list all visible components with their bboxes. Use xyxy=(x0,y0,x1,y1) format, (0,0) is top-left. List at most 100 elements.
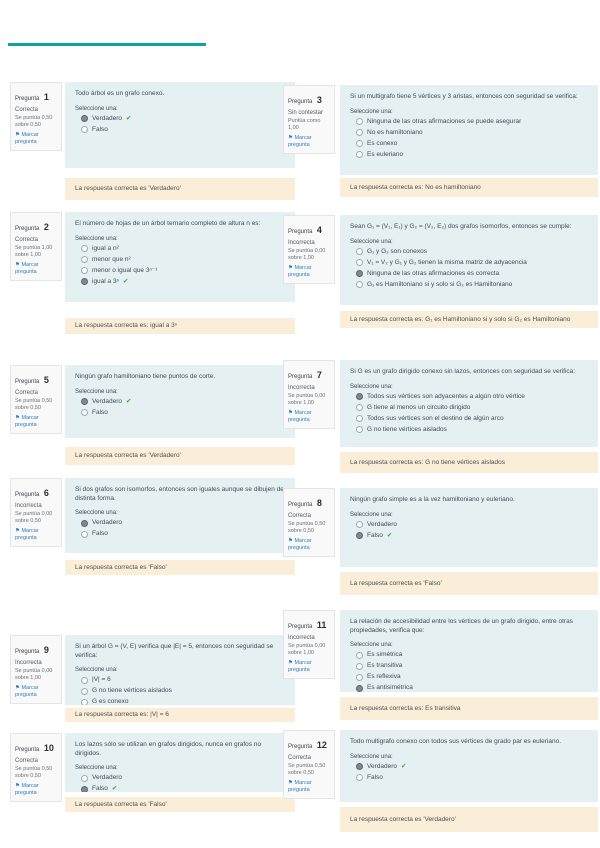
answer-option[interactable]: Falso ✔ xyxy=(356,532,588,540)
option-radio[interactable] xyxy=(81,267,88,274)
option-radio[interactable] xyxy=(81,519,88,527)
options-list: Es simétrica Es transitiva Es reflexiva Es … xyxy=(350,651,588,692)
answer-option[interactable]: G es conexo xyxy=(81,698,285,705)
mark-question-link[interactable]: ⚑ Marcar pregunta xyxy=(288,780,330,794)
answer-option[interactable]: Falso xyxy=(81,530,285,538)
answer-option[interactable]: G₁ y G₂ son conexos xyxy=(356,248,588,256)
answer-option[interactable]: Falso xyxy=(81,409,285,417)
option-radio[interactable] xyxy=(81,409,88,416)
question-text: Todo multigrafo conexo con todos sus vér… xyxy=(350,738,562,745)
question-grade: Se puntúa 0,50 sobre 0,50 xyxy=(288,521,326,534)
question-feedback: La respuesta correcta es 'Falso' xyxy=(340,572,598,595)
option-radio[interactable] xyxy=(81,698,88,705)
answer-option[interactable]: Verdadero ✔ xyxy=(81,398,285,406)
answer-option[interactable]: G tiene al menos un circuito dirigido xyxy=(356,404,588,412)
option-radio[interactable] xyxy=(356,129,363,136)
option-radio[interactable] xyxy=(81,126,88,133)
answer-option[interactable]: Verdadero ✔ xyxy=(356,763,588,771)
option-radio[interactable] xyxy=(356,140,363,147)
option-radio[interactable] xyxy=(81,245,88,252)
answer-option[interactable]: V₁ = V₂ y G₁ y G₂ tienen la misma matriz… xyxy=(356,259,588,267)
answer-option[interactable]: Es euleriano xyxy=(356,151,588,159)
option-radio[interactable] xyxy=(81,687,88,695)
mark-question-link[interactable]: ⚑ Marcar pregunta xyxy=(15,262,57,276)
question-text: Sean G₁ = (V₁, E₁) y G₂ = (V₂, E₂) dos g… xyxy=(350,223,572,230)
option-radio[interactable] xyxy=(81,785,88,792)
answer-option[interactable]: Falso xyxy=(81,126,285,134)
answer-option[interactable]: Falso ✔ xyxy=(81,785,285,792)
mark-question-link[interactable]: ⚑ Marcar pregunta xyxy=(288,135,330,149)
answer-option[interactable]: menor que n² xyxy=(81,256,285,264)
option-radio[interactable] xyxy=(356,774,363,781)
option-radio[interactable] xyxy=(81,774,88,782)
answer-option[interactable]: Ninguna de las otras afirmaciones se pue… xyxy=(356,118,588,126)
answer-option[interactable]: Es antisimétrica xyxy=(356,684,588,692)
option-radio[interactable] xyxy=(356,151,363,158)
mark-question-link[interactable]: ⚑ Marcar pregunta xyxy=(15,132,57,146)
correct-check-icon: ✔ xyxy=(111,785,118,792)
option-radio[interactable] xyxy=(356,393,363,400)
option-radio[interactable] xyxy=(356,404,363,411)
mark-question-link[interactable]: ⚑ Marcar pregunta xyxy=(288,410,330,424)
option-radio[interactable] xyxy=(81,115,88,122)
option-radio[interactable] xyxy=(356,532,363,539)
answer-option[interactable]: No es hamiltoniano xyxy=(356,129,588,137)
answer-option[interactable]: Falso xyxy=(356,774,588,782)
answer-option[interactable]: igual a 3ⁿ ✔ xyxy=(81,278,285,286)
answer-option[interactable]: G₁ es Hamiltoniano si y solo si G₂ es Ha… xyxy=(356,281,588,289)
answer-option[interactable]: Verdadero xyxy=(81,774,285,782)
mark-question-link[interactable]: ⚑ Marcar pregunta xyxy=(15,783,57,797)
option-radio[interactable] xyxy=(356,281,363,288)
mark-question-link[interactable]: ⚑ Marcar pregunta xyxy=(15,528,57,542)
option-radio[interactable] xyxy=(356,248,363,255)
answer-option[interactable]: Todos sus vértices son adyacentes a algú… xyxy=(356,393,588,401)
answer-option[interactable]: Es simétrica xyxy=(356,651,588,659)
mark-question-link[interactable]: ⚑ Marcar pregunta xyxy=(15,685,57,699)
options-list: Ninguna de las otras afirmaciones se pue… xyxy=(350,118,588,159)
option-radio[interactable] xyxy=(356,673,363,681)
question-feedback: La respuesta correcta es: G no tiene vér… xyxy=(340,452,598,473)
answer-option[interactable]: G no tiene vértices aislados xyxy=(81,687,285,695)
answer-option[interactable]: Verdadero xyxy=(356,521,588,529)
answer-option[interactable]: G no tiene vértices aislados xyxy=(356,426,588,434)
option-radio[interactable] xyxy=(356,521,363,528)
option-radio[interactable] xyxy=(81,530,88,538)
answer-option[interactable]: menor o igual que 3ⁿ⁻¹ xyxy=(81,267,285,275)
answer-prompt: Seleccione una: xyxy=(350,753,393,760)
option-radio[interactable] xyxy=(356,651,363,659)
option-radio[interactable] xyxy=(356,426,363,433)
answer-option[interactable]: igual a n² xyxy=(81,245,285,253)
answer-option[interactable]: Es conexo xyxy=(356,140,588,148)
flag-icon: ⚑ xyxy=(15,685,20,691)
option-radio[interactable] xyxy=(81,256,88,263)
mark-question-link[interactable]: ⚑ Marcar pregunta xyxy=(288,660,330,674)
option-radio[interactable] xyxy=(356,684,363,692)
answer-option[interactable]: Todos sus vértices son el destino de alg… xyxy=(356,415,588,423)
question-grade: Se puntúa 0,50 sobre 0,50 xyxy=(15,115,53,128)
option-radio[interactable] xyxy=(356,270,363,277)
option-radio[interactable] xyxy=(81,676,88,684)
question-feedback: La respuesta correcta es 'Verdadero' xyxy=(340,807,598,832)
question-word: Pregunta xyxy=(288,624,313,630)
answer-option[interactable]: |V| = 6 xyxy=(81,676,285,684)
answer-option[interactable]: Es reflexiva xyxy=(356,673,588,681)
option-radio[interactable] xyxy=(356,118,363,125)
flag-icon: ⚑ xyxy=(288,135,293,141)
option-radio[interactable] xyxy=(356,662,363,670)
flag-icon: ⚑ xyxy=(288,410,293,416)
option-radio[interactable] xyxy=(81,278,88,285)
mark-question-link[interactable]: ⚑ Marcar pregunta xyxy=(15,415,57,429)
option-radio[interactable] xyxy=(356,415,363,422)
answer-option[interactable]: Es transitiva xyxy=(356,662,588,670)
mark-question-link[interactable]: ⚑ Marcar pregunta xyxy=(288,538,330,552)
option-radio[interactable] xyxy=(81,398,88,405)
answer-option[interactable]: Verdadero ✔ xyxy=(81,115,285,123)
option-radio[interactable] xyxy=(356,259,363,266)
answer-option[interactable]: Verdadero xyxy=(81,519,285,527)
question-text: Todo árbol es un grafo conexo. xyxy=(75,90,165,97)
question-header: Pregunta 11 xyxy=(288,615,330,633)
mark-question-link[interactable]: ⚑ Marcar pregunta xyxy=(288,265,330,279)
option-radio[interactable] xyxy=(356,763,363,770)
answer-option[interactable]: Ninguna de las otras afirmaciones es cor… xyxy=(356,270,588,278)
